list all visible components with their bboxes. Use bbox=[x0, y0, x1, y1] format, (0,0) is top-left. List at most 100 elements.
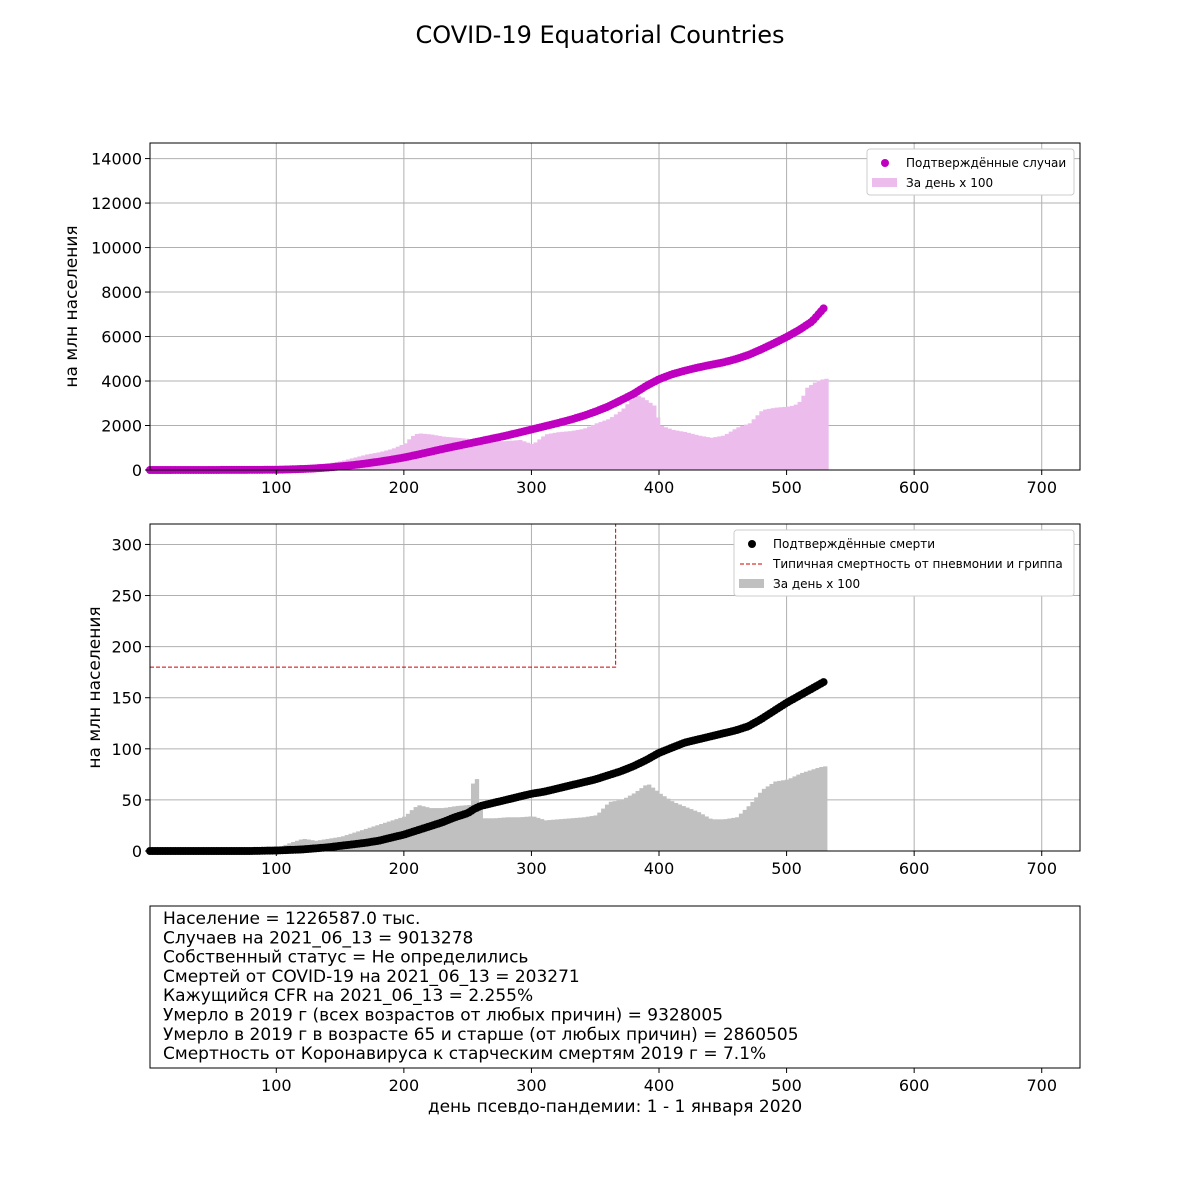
daily-bar bbox=[723, 819, 728, 851]
x-tick-label: 700 bbox=[1026, 478, 1057, 497]
daily-bar bbox=[629, 399, 634, 470]
daily-bar bbox=[738, 813, 744, 851]
info-line: Население = 1226587.0 тыс. bbox=[163, 909, 420, 929]
daily-bar bbox=[483, 441, 489, 470]
info-line: Собственный статус = Не определились bbox=[163, 948, 528, 968]
daily-bar bbox=[658, 793, 663, 851]
daily-bar bbox=[487, 441, 492, 470]
y-tick-label: 6000 bbox=[101, 328, 142, 347]
daily-bar bbox=[751, 419, 756, 470]
daily-bar bbox=[639, 788, 644, 851]
x-tick-label: 400 bbox=[644, 1076, 675, 1095]
daily-bar bbox=[819, 767, 824, 851]
daily-bar bbox=[675, 430, 680, 470]
daily-bar bbox=[536, 817, 541, 851]
daily-bar bbox=[648, 402, 653, 470]
x-tick-label: 700 bbox=[1026, 859, 1057, 878]
daily-bar bbox=[659, 425, 665, 470]
daily-bar bbox=[610, 417, 615, 470]
daily-bar bbox=[809, 385, 814, 470]
daily-bar bbox=[650, 787, 656, 851]
y-tick-label: 4000 bbox=[101, 372, 142, 391]
daily-bar bbox=[533, 442, 538, 470]
daily-bar bbox=[495, 441, 500, 470]
info-line: Смертей от COVID-19 на 2021_06_13 = 2032… bbox=[163, 967, 580, 987]
daily-bar bbox=[474, 779, 480, 851]
daily-bar bbox=[766, 408, 772, 470]
daily-bar bbox=[698, 435, 703, 470]
daily-bar bbox=[640, 397, 645, 470]
x-tick-label: 700 bbox=[1026, 1076, 1057, 1095]
daily-bar bbox=[601, 808, 606, 851]
daily-bar bbox=[456, 437, 462, 470]
ticks: 100 200 300 400 500 600 700 0 50 100 150 200 250 300 bbox=[111, 535, 1057, 878]
daily-bar bbox=[524, 816, 529, 851]
daily-bar bbox=[636, 396, 642, 470]
legend-label: За день x 100 bbox=[906, 176, 993, 190]
daily-bar bbox=[551, 819, 556, 851]
daily-bar bbox=[705, 437, 711, 470]
daily-bar bbox=[750, 801, 755, 851]
daily-bar bbox=[478, 808, 483, 851]
plot-frame bbox=[149, 523, 1081, 852]
daily-bar bbox=[559, 819, 564, 851]
legend-label: За день x 100 bbox=[773, 577, 860, 591]
daily-bar bbox=[566, 818, 571, 851]
info-line: Смертность от Коронавируса к старческим … bbox=[163, 1044, 766, 1064]
x-tick-label: 100 bbox=[261, 478, 292, 497]
daily-bar bbox=[719, 819, 725, 851]
daily-bar bbox=[587, 426, 592, 470]
legend-marker bbox=[748, 540, 756, 548]
daily-bar bbox=[816, 380, 822, 470]
daily-bar bbox=[539, 819, 545, 851]
daily-bar bbox=[682, 431, 688, 470]
daily-bar bbox=[479, 441, 485, 470]
legend-label: Подтверждённые случаи bbox=[906, 156, 1066, 170]
y-tick-label: 150 bbox=[111, 689, 142, 708]
daily-bar bbox=[516, 817, 522, 851]
daily-bars bbox=[275, 766, 828, 851]
daily-bar bbox=[302, 838, 307, 851]
daily-bar bbox=[505, 817, 510, 851]
info-line: Кажущийся CFR на 2021_06_13 = 2.255% bbox=[163, 986, 533, 1006]
daily-bar bbox=[746, 806, 751, 851]
daily-bar bbox=[616, 800, 621, 851]
daily-bar bbox=[620, 799, 625, 851]
y-tick-label: 0 bbox=[132, 842, 142, 861]
daily-bar bbox=[689, 809, 694, 851]
daily-bar bbox=[786, 406, 791, 470]
daily-bar bbox=[761, 788, 767, 851]
daily-bar bbox=[765, 786, 770, 851]
daily-bar bbox=[624, 797, 629, 851]
daily-bar bbox=[823, 766, 828, 851]
daily-bar bbox=[460, 438, 466, 470]
daily-bar bbox=[805, 387, 810, 470]
daily-bar bbox=[709, 437, 714, 470]
daily-bar bbox=[700, 814, 705, 851]
daily-bar bbox=[597, 812, 602, 851]
legend: Подтверждённые смерти Типичная смертность… bbox=[733, 529, 1075, 597]
daily-bar bbox=[712, 819, 717, 851]
daily-bar bbox=[491, 441, 496, 470]
daily-bar bbox=[547, 820, 552, 851]
daily-bar bbox=[647, 784, 652, 851]
daily-bar bbox=[522, 441, 527, 470]
daily-bar bbox=[529, 443, 534, 470]
daily-bar bbox=[701, 436, 707, 470]
daily-bar bbox=[759, 411, 764, 470]
daily-bar bbox=[593, 815, 598, 851]
daily-bar bbox=[467, 805, 472, 851]
daily-bar bbox=[555, 819, 560, 851]
daily-bar bbox=[476, 440, 481, 470]
daily-bar bbox=[666, 798, 671, 851]
daily-bar bbox=[747, 423, 753, 470]
daily-bar bbox=[678, 431, 684, 470]
daily-bar bbox=[463, 805, 468, 851]
y-tick-label: 14000 bbox=[91, 150, 142, 169]
y-tick-label: 8000 bbox=[101, 283, 142, 302]
daily-bar bbox=[518, 439, 523, 470]
y-axis-label: на млн населения bbox=[85, 606, 105, 768]
x-tick-label: 300 bbox=[516, 478, 547, 497]
daily-bar bbox=[652, 405, 657, 470]
daily-bar bbox=[796, 774, 801, 851]
